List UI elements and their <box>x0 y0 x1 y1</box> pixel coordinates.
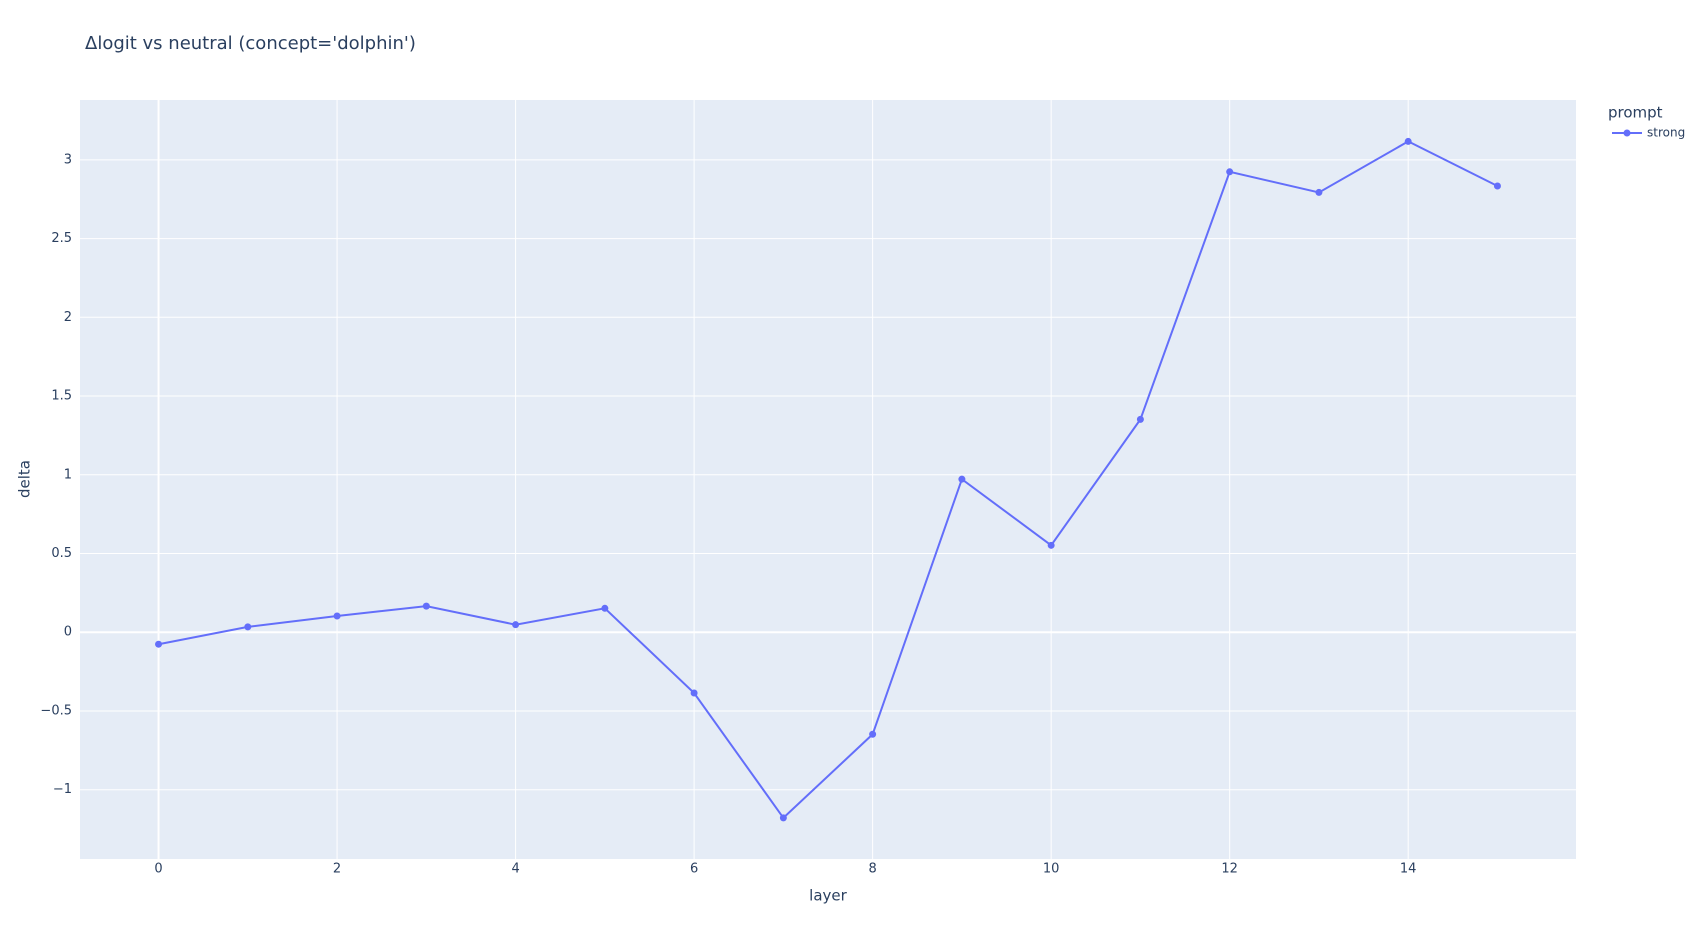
y-tick-label: 0.5 <box>51 546 72 561</box>
y-tick-label: 1 <box>64 467 72 482</box>
y-tick-label: 0 <box>64 625 72 640</box>
chart-title: Δlogit vs neutral (concept='dolphin') <box>85 33 416 54</box>
point <box>244 623 252 631</box>
x-tick-label: 4 <box>511 862 519 877</box>
y-tick-label: 3 <box>64 152 72 167</box>
point <box>869 730 877 738</box>
y-tick-label: −1 <box>53 782 72 797</box>
x-tick-label: 0 <box>154 862 162 877</box>
x-axis-title: layer <box>809 887 847 905</box>
x-tick-label: 10 <box>1043 862 1060 877</box>
point <box>422 602 430 610</box>
legend-label: strong <box>1647 126 1685 140</box>
legend-marker <box>1623 129 1631 137</box>
point <box>958 475 966 483</box>
point <box>779 814 787 822</box>
point <box>333 612 341 620</box>
point <box>512 621 520 629</box>
y-tick-label: 2 <box>64 310 72 325</box>
y-tick-label: 1.5 <box>51 389 72 404</box>
y-tick-label: −0.5 <box>40 703 72 718</box>
y-axis-title: delta <box>16 460 34 498</box>
point <box>1136 415 1144 423</box>
point <box>155 640 163 648</box>
line <box>158 140 1498 820</box>
y-tick-label: 2.5 <box>51 231 72 246</box>
x-tick-label: 14 <box>1400 862 1417 877</box>
point <box>1315 188 1323 196</box>
x-tick-label: 8 <box>868 862 876 877</box>
x-tick-label: 12 <box>1221 862 1238 877</box>
x-tick-label: 6 <box>690 862 698 877</box>
point <box>1404 137 1412 145</box>
point <box>1047 541 1055 549</box>
point <box>1493 182 1501 190</box>
point <box>601 604 609 612</box>
point <box>1226 168 1234 176</box>
x-tick-label: 2 <box>333 862 341 877</box>
legend-title: prompt <box>1608 104 1663 122</box>
plot-area <box>80 100 1576 859</box>
point <box>690 689 698 697</box>
